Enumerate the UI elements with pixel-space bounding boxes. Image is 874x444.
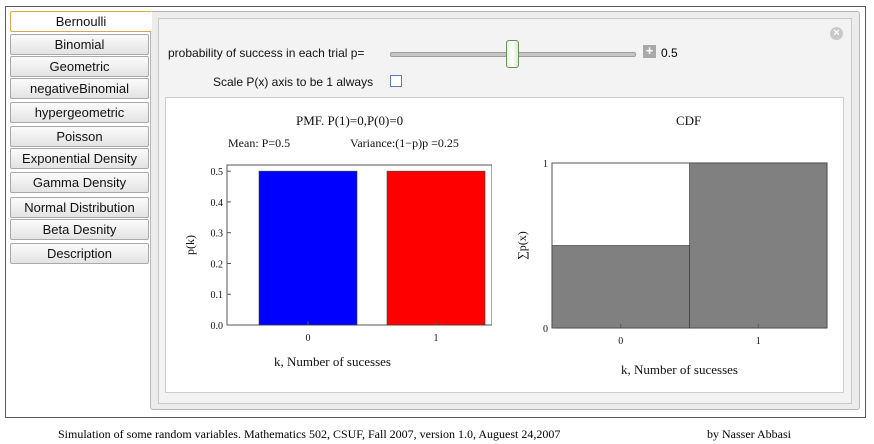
tab-exponential-density[interactable]: Exponential Density <box>10 148 149 169</box>
pmf-y-tick-label: 0.2 <box>211 259 224 270</box>
tab-geometric[interactable]: Geometric <box>10 56 149 77</box>
cdf-chart: 0 1 0 1 ∑p(x) <box>515 159 828 347</box>
cdf-step <box>551 245 690 329</box>
probability-value: 0.5 <box>661 46 678 60</box>
pmf-x-tick-label: 1 <box>434 333 439 344</box>
probability-label: probability of success in each trial p= <box>168 46 365 60</box>
cdf-y-axis-label: ∑p(x) <box>515 231 529 260</box>
scale-checkbox-label: Scale P(x) axis to be 1 always <box>213 75 374 89</box>
tab-bernoulli[interactable]: Bernoulli <box>10 11 152 32</box>
tab-description[interactable]: Description <box>10 243 149 264</box>
cdf-x-tick-label: 1 <box>756 336 761 347</box>
footer-citation: Simulation of some random variables. Mat… <box>58 427 561 441</box>
tab-beta-density[interactable]: Beta Desnity <box>10 219 149 240</box>
cdf-y-tick-label: 1 <box>543 159 548 170</box>
pmf-bar <box>258 170 358 326</box>
pmf-y-axis-label: p(k) <box>183 235 197 255</box>
cdf-title: CDF <box>676 113 702 128</box>
pmf-x-tick-label: 0 <box>306 333 311 344</box>
pmf-y-tick-label: 0.3 <box>211 229 224 240</box>
cdf-step <box>689 162 828 329</box>
tab-normal-distribution[interactable]: Normal Distribution <box>10 197 149 218</box>
cdf-y-tick-label: 0 <box>543 324 548 335</box>
close-icon[interactable]: × <box>830 27 843 40</box>
pmf-y-tick-label: 0.0 <box>211 321 224 332</box>
tab-binomial[interactable]: Binomial <box>10 34 149 55</box>
pmf-mean: Mean: P=0.5 <box>228 136 291 150</box>
pmf-xlabel: k, Number of sucesses <box>274 354 391 369</box>
cdf-x-tick-label: 0 <box>618 336 623 347</box>
tab-gamma-density[interactable]: Gamma Density <box>10 172 149 193</box>
probability-slider-thumb[interactable] <box>506 40 519 68</box>
pmf-bar <box>386 170 486 326</box>
pmf-title: PMF. P(1)=0,P(0)=0 <box>296 113 404 128</box>
tab-poisson[interactable]: Poisson <box>10 126 149 147</box>
pmf-y-tick-label: 0.1 <box>211 290 224 301</box>
cdf-xlabel: k, Number of sucesses <box>621 362 738 377</box>
plus-icon[interactable]: + <box>643 44 656 58</box>
scale-checkbox[interactable] <box>390 75 402 87</box>
pmf-y-tick-label: 0.4 <box>211 198 224 209</box>
pmf-chart: 0.0 0.1 0.2 0.3 0.4 0.5 0 1 p(k) <box>183 164 492 344</box>
footer-author: by Nasser Abbasi <box>707 427 791 441</box>
pmf-variance: Variance:(1−p)p =0.25 <box>350 136 459 150</box>
pmf-y-tick-label: 0.5 <box>211 167 224 178</box>
tab-negative-binomial[interactable]: negativeBinomial <box>10 78 149 99</box>
tab-hypergeometric[interactable]: hypergeometric <box>10 102 149 123</box>
